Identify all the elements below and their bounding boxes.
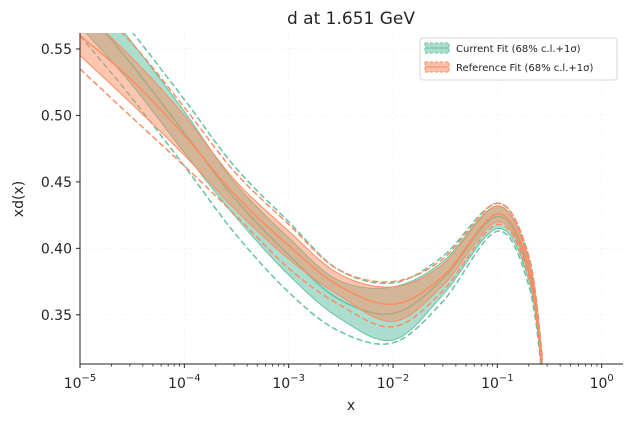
band-series-1 <box>80 33 543 364</box>
chart-title: d at 1.651 GeV <box>287 9 415 29</box>
y-tick-label: 0.40 <box>41 241 72 257</box>
y-tick-label: 0.35 <box>41 308 72 324</box>
x-tick-label: 10−3 <box>272 373 305 392</box>
x-tick-label: 10−5 <box>64 373 97 392</box>
legend: Current Fit (68% c.l.+1σ) Reference Fit (… <box>419 37 618 81</box>
dashed-upper-0 <box>132 33 544 358</box>
dashed-lower-1 <box>80 68 543 364</box>
x-tick-label: 10−2 <box>377 373 410 392</box>
legend-label-1: Reference Fit (68% c.l.+1σ) <box>456 63 593 74</box>
y-axis-title: xd(x) <box>11 181 27 217</box>
y-tick-label: 0.50 <box>41 108 72 124</box>
data-layer <box>80 33 544 364</box>
legend-box <box>419 37 618 81</box>
band-edge-upper-1 <box>105 33 543 362</box>
band-edge-lower-1 <box>80 55 543 364</box>
dashed-lower-0 <box>80 35 542 364</box>
axes: 0.35 0.40 0.45 0.50 0.55 10−5 10−4 10−3 10−2 10−1… <box>41 33 623 392</box>
center-line-1 <box>80 35 543 364</box>
y-tick-label: 0.55 <box>41 42 72 58</box>
x-tick-label: 10−1 <box>481 373 514 392</box>
x-axis-title: x <box>347 398 355 414</box>
legend-label-0: Current Fit (68% c.l.+1σ) <box>456 44 581 55</box>
x-tick-label: 100 <box>590 373 614 392</box>
y-tick-label: 0.45 <box>41 175 72 191</box>
x-tick-label: 10−4 <box>168 373 201 392</box>
